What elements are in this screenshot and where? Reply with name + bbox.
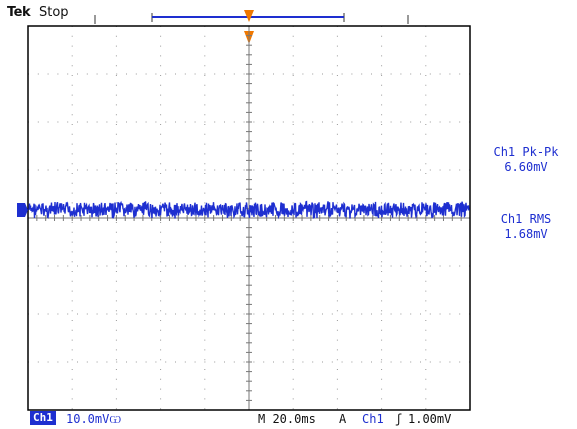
ch1-trace <box>28 200 470 220</box>
measurement-rms-value: 1.68mV <box>504 227 548 241</box>
bw-limit-icon: Ѡ <box>109 415 122 426</box>
graticule-frame <box>27 25 471 411</box>
measurement-pk-pk-value: 6.60mV <box>504 160 548 174</box>
acquisition-state: Stop <box>39 5 69 20</box>
measurement-rms-label: Ch1 RMS <box>500 212 552 226</box>
rising-edge-icon: ʃ <box>395 412 403 426</box>
volts-per-div-value: 10.0mV <box>66 412 110 426</box>
measurement-rms: Ch1 RMS 1.68mV <box>478 212 574 242</box>
graticule-grid <box>27 25 471 411</box>
measurement-pk-pk-label: Ch1 Pk-Pk <box>493 145 559 159</box>
trigger-source: Ch1 <box>362 412 384 426</box>
brand-logo: Tek <box>7 5 31 20</box>
trigger-mode: A <box>339 412 347 426</box>
channel-badge: Ch1 <box>30 411 56 425</box>
measurement-pk-pk: Ch1 Pk-Pk 6.60mV <box>478 145 574 175</box>
ch1-ground-marker <box>17 203 28 217</box>
trigger-level: 1.00mV <box>408 412 452 426</box>
volts-per-div: 10.0mVѠ <box>66 412 121 426</box>
timebase-readout: M 20.0ms <box>258 412 316 426</box>
